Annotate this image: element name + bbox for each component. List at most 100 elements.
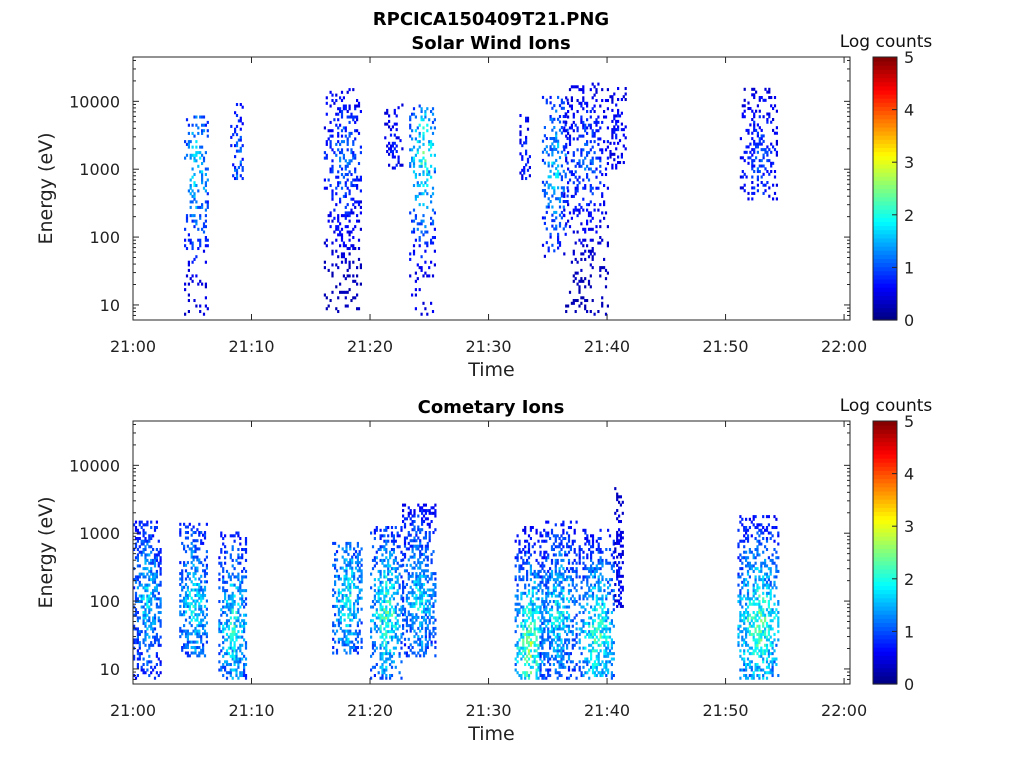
spectrogram-cell [578,594,581,598]
spectrogram-cell [329,184,332,188]
spectrogram-cell [403,613,407,617]
spectrogram-cell [379,569,382,573]
spectrogram-cell [331,263,334,267]
spectrogram-cell [155,572,158,576]
spectrogram-cell [529,564,532,568]
spectrogram-cell [191,123,194,127]
spectrogram-cell [418,184,421,188]
spectrogram-cell [535,674,538,678]
spectrogram-cell [618,539,621,543]
spectrogram-cell [433,118,436,122]
spectrogram-cell [343,643,346,647]
spectrogram-cell [179,572,182,576]
spectrogram-cell [745,150,748,154]
spectrogram-cell [150,569,153,573]
spectrogram-cell [434,503,437,507]
spectrogram-cell [414,197,417,201]
spectrogram-cell [152,594,155,598]
spectrogram-cell [591,129,594,133]
spectrogram-cell [432,610,435,614]
spectrogram-cell [524,583,527,587]
spectrogram-cell [558,224,562,228]
spectrogram-cell [552,534,555,538]
spectrogram-cell [560,575,563,579]
spectrogram-cell [424,602,427,606]
spectrogram-cell [241,168,244,172]
spectrogram-cell [578,632,581,636]
spectrogram-cell [584,621,587,625]
spectrogram-cell [225,602,229,606]
spectrogram-cell [541,591,544,595]
spectrogram-cell [399,163,402,167]
spectrogram-cell [591,257,594,261]
spectrogram-cell [392,597,395,601]
spectrogram-cell [558,654,561,658]
spectrogram-cell [606,225,609,229]
spectrogram-cell [184,569,188,573]
spectrogram-cell [352,279,355,283]
spectrogram-cell [345,550,348,554]
spectrogram-cell [239,646,242,650]
spectrogram-cell [551,137,554,141]
spectrogram-cell [224,627,227,631]
spectrogram-cell [575,553,578,557]
spectrogram-cell [356,646,359,650]
spectrogram-cell [413,566,416,570]
spectrogram-cell [421,528,424,532]
spectrogram-cell [187,140,190,144]
spectrogram-cell [574,277,577,281]
spectrogram-cell [569,652,572,656]
spectrogram-cell [591,649,595,653]
spectrogram-cell [556,676,559,680]
spectrogram-cell [343,629,346,633]
spectrogram-cell [601,578,604,582]
spectrogram-cell [188,604,191,608]
spectrogram-cell [381,600,384,604]
spectrogram-cell [203,572,207,576]
spectrogram-cell [524,646,527,650]
spectrogram-cell [133,657,136,661]
spectrogram-cell [747,107,750,111]
colorbar-swatch [873,200,897,206]
spectrogram-cell [327,219,330,223]
spectrogram-cell [578,101,581,105]
spectrogram-cell [417,643,420,647]
spectrogram-cell [428,266,431,270]
spectrogram-cell [529,638,532,642]
spectrogram-cell [379,548,382,552]
spectrogram-cell [200,624,203,628]
spectrogram-cell [751,93,754,97]
spectrogram-cell [555,216,558,220]
spectrogram-cell [514,619,517,623]
spectrogram-cell [582,619,585,623]
spectrogram-cell [413,539,416,543]
spectrogram-cell [146,663,149,667]
spectrogram-cell [562,520,565,524]
spectrogram-cell [599,268,602,272]
spectrogram-cell [144,548,147,552]
spectrogram-cell [541,674,544,678]
spectrogram-cell [331,159,334,163]
spectrogram-cell [422,574,426,578]
spectrogram-cell [580,153,583,157]
spectrogram-cell [562,624,565,628]
spectrogram-cell [431,310,435,314]
spectrogram-cell [520,597,523,601]
spectrogram-cell [181,577,184,581]
spectrogram-cell [520,621,523,625]
spectrogram-cell [339,244,342,248]
spectrogram-cell [587,151,591,155]
spectrogram-cell [196,566,199,570]
spectrogram-cell [329,90,332,94]
spectrogram-cell [389,586,392,590]
spectrogram-cell [426,241,429,245]
spectrogram-cell [576,230,579,234]
spectrogram-cell [400,676,403,680]
spectrogram-cell [430,216,433,220]
spectrogram-cell [564,638,567,642]
spectrogram-cell [346,211,349,215]
spectrogram-cell [415,594,418,598]
spectrogram-cell [335,142,338,146]
spectrogram-cell [403,522,407,526]
spectrogram-cell [514,657,517,661]
